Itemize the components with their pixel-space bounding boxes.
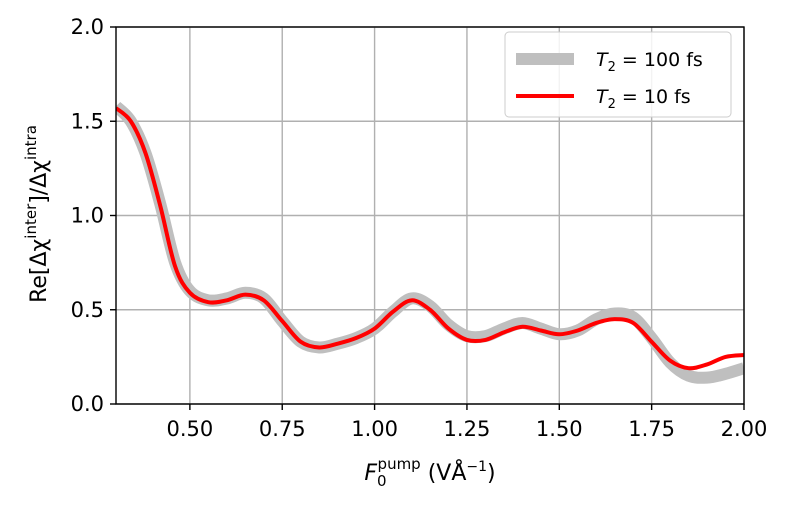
x-tick-label: 1.25 [444, 417, 491, 441]
x-tick-label: 2.00 [721, 417, 768, 441]
legend-label-100fs: T2 = 100 fs [596, 49, 703, 75]
axis-ticks: 0.50 0.75 1.00 1.25 1.50 1.75 2.00 0.0 0.5 1.0 1.5… [71, 15, 768, 441]
x-tick-label: 1.75 [628, 417, 675, 441]
y-tick-label: 0.5 [71, 298, 104, 322]
x-axis-label: F0pump (VÅ−1) [364, 455, 495, 490]
y-tick-label: 1.5 [71, 109, 104, 133]
series-layer [116, 101, 744, 384]
y-axis-label: Re[Δχinter]/Δχintra [22, 125, 52, 303]
legend: T2 = 100 fs T2 = 10 fs [504, 31, 732, 118]
series-line-10fs [116, 106, 744, 371]
x-tick-label: 1.50 [536, 417, 583, 441]
legend-label-10fs: T2 = 10 fs [596, 86, 691, 112]
x-tick-label: 0.75 [259, 417, 306, 441]
y-tick-label: 0.0 [71, 392, 104, 416]
x-tick-label: 0.50 [166, 417, 213, 441]
y-tick-label: 2.0 [71, 15, 104, 39]
y-tick-label: 1.0 [71, 204, 104, 228]
x-tick-label: 1.00 [351, 417, 398, 441]
